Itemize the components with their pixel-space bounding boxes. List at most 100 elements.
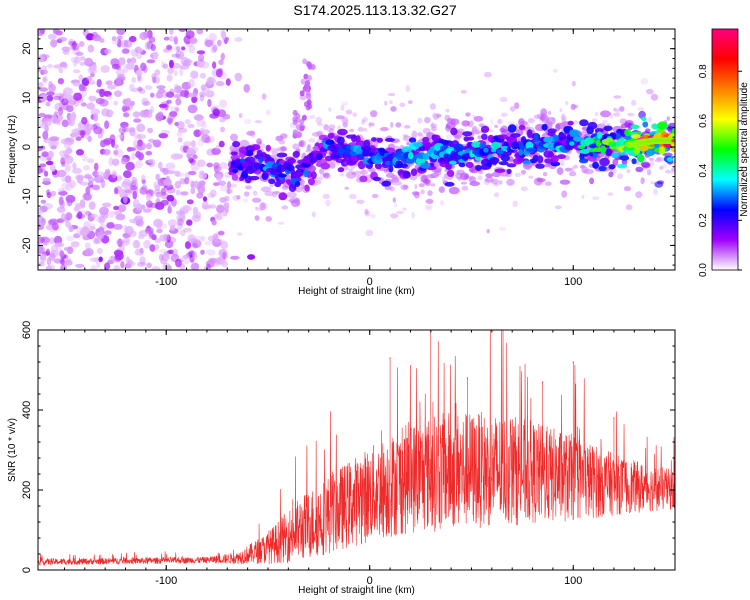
ridge-blob	[567, 120, 574, 126]
noise-blob	[61, 213, 67, 221]
noise-blob	[61, 98, 69, 106]
snr-peak-point	[389, 357, 391, 359]
noise-blob	[72, 69, 81, 74]
noise-blob	[64, 164, 71, 172]
noise-blob	[175, 50, 185, 60]
x-tick-label: 0	[367, 575, 373, 587]
noise-blob	[528, 175, 534, 179]
ridge-blob	[637, 154, 645, 163]
ridge-blob	[370, 110, 378, 118]
noise-blob	[520, 186, 528, 192]
noise-blob	[200, 249, 205, 255]
noise-blob	[123, 170, 132, 179]
noise-blob	[217, 39, 222, 47]
noise-blob	[176, 222, 183, 230]
noise-blob	[210, 189, 217, 198]
noise-blob	[573, 164, 578, 169]
noise-blob	[328, 124, 336, 130]
noise-blob	[212, 61, 217, 69]
noise-blob	[88, 223, 96, 230]
noise-blob	[59, 250, 65, 258]
noise-blob	[113, 265, 121, 270]
ridge-blob	[248, 175, 260, 181]
ridge-blob	[473, 115, 484, 122]
ridge-blob	[616, 163, 627, 169]
noise-blob	[38, 209, 44, 215]
noise-blob	[670, 167, 675, 172]
noise-blob	[38, 55, 45, 63]
noise-blob	[195, 130, 202, 136]
noise-blob	[175, 97, 182, 106]
noise-blob	[218, 59, 224, 66]
chart-title: S174.2025.113.13.32.G27	[293, 2, 457, 18]
noise-blob	[112, 158, 120, 166]
noise-blob	[41, 65, 48, 70]
noise-blob	[390, 213, 399, 219]
ridge-blob	[336, 136, 345, 145]
noise-blob	[207, 98, 212, 108]
noise-blob	[317, 122, 324, 127]
noise-blob	[219, 185, 228, 192]
noise-blob	[142, 30, 151, 39]
noise-blob	[49, 136, 60, 142]
noise-blob	[309, 115, 316, 119]
ridge-blob	[518, 124, 526, 131]
noise-blob	[196, 192, 204, 199]
noise-blob	[75, 149, 85, 156]
ridge-blob	[541, 123, 548, 131]
ridge-blob	[311, 171, 317, 180]
noise-blob	[79, 229, 89, 236]
noise-blob	[179, 90, 189, 97]
noise-blob	[325, 199, 331, 207]
ridge-blob	[325, 139, 335, 146]
noise-blob	[281, 205, 289, 210]
noise-blob	[186, 199, 194, 205]
noise-blob	[75, 263, 85, 268]
noise-blob	[86, 76, 93, 81]
noise-blob	[93, 126, 103, 135]
noise-blob	[139, 109, 150, 118]
noise-blob	[392, 197, 396, 203]
noise-blob	[50, 145, 57, 150]
noise-blob	[649, 160, 655, 167]
noise-blob	[53, 258, 62, 264]
noise-blob	[148, 230, 154, 238]
ridge-blob	[532, 154, 539, 162]
noise-blob	[86, 102, 95, 110]
noise-blob	[212, 234, 219, 242]
noise-blob	[92, 238, 100, 245]
noise-blob	[200, 84, 206, 91]
ridge-blob	[312, 145, 320, 151]
noise-blob	[209, 136, 215, 143]
ridge-blob	[536, 178, 546, 183]
colorbar-tick-label: 0.6	[698, 114, 709, 128]
noise-blob	[96, 217, 103, 223]
noise-blob	[47, 219, 57, 226]
noise-blob	[137, 234, 145, 240]
noise-blob	[125, 161, 135, 171]
noise-blob	[208, 257, 218, 264]
noise-blob	[149, 244, 156, 252]
noise-blob	[43, 114, 53, 119]
noise-blob	[183, 227, 192, 233]
noise-blob	[188, 157, 194, 164]
noise-blob	[169, 111, 178, 118]
noise-blob	[591, 118, 598, 122]
noise-blob	[68, 225, 74, 233]
ridge-blob	[231, 173, 238, 181]
noise-blob	[71, 128, 80, 138]
ridge-blob	[395, 160, 404, 167]
noise-blob	[436, 113, 442, 118]
noise-blob	[38, 118, 44, 128]
x-tick-label: 100	[564, 276, 582, 288]
noise-blob	[607, 192, 614, 196]
noise-blob	[113, 78, 122, 87]
noise-blob	[188, 237, 199, 244]
noise-blob	[623, 186, 632, 192]
noise-blob	[169, 29, 174, 35]
noise-blob	[145, 150, 153, 156]
ridge-blob	[500, 154, 510, 162]
ridge-blob	[375, 163, 382, 170]
noise-blob	[648, 157, 655, 161]
noise-blob	[120, 121, 129, 128]
